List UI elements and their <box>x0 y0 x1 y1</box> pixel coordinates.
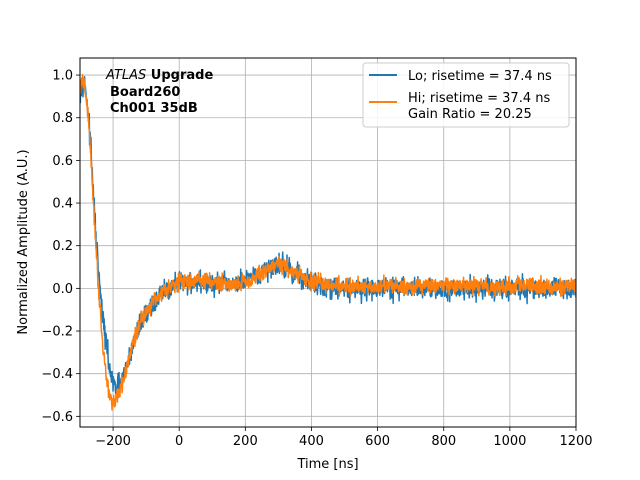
annotation-upgrade: Upgrade <box>146 68 213 83</box>
legend-frame <box>362 62 570 128</box>
series-hi-line <box>80 74 576 411</box>
annotation: ATLAS Upgrade Board260 Ch001 35dB <box>105 68 213 116</box>
annotation-line3: Ch001 35dB <box>110 101 198 116</box>
legend: Lo; risetime = 37.4 ns Hi; risetime = 37… <box>362 62 570 128</box>
x-tick-label: 800 <box>431 434 456 449</box>
legend-label-lo: Lo; risetime = 37.4 ns <box>408 69 552 84</box>
y-tick-label: 0.6 <box>52 154 73 169</box>
annotation-line1: ATLAS Upgrade <box>105 68 213 83</box>
y-tick-label: −0.4 <box>41 367 73 382</box>
x-axis-label: Time [ns] <box>296 457 358 472</box>
x-tick-label: 400 <box>299 434 324 449</box>
x-tick-label: 1000 <box>493 434 526 449</box>
y-tick-label: 0.4 <box>52 197 73 212</box>
y-tick-label: −0.6 <box>41 410 73 425</box>
x-tick-label: 200 <box>233 434 258 449</box>
legend-label-hi-line1: Hi; risetime = 37.4 ns <box>408 91 550 106</box>
x-tick-label: −200 <box>95 434 131 449</box>
x-tick-label: 600 <box>365 434 390 449</box>
annotation-line2: Board260 <box>110 85 180 100</box>
annotation-atlas: ATLAS <box>105 68 146 83</box>
y-tick-label: 0.8 <box>52 111 73 126</box>
y-tick-label: 1.0 <box>52 69 73 84</box>
plot-frame <box>79 57 577 428</box>
x-tick-label: 1200 <box>559 434 592 449</box>
y-tick-label: 0.0 <box>52 282 73 297</box>
y-tick-label: 0.2 <box>52 239 73 254</box>
y-tick-label: −0.2 <box>41 325 73 340</box>
x-tick-label: 0 <box>175 434 183 449</box>
series-layer <box>80 74 576 411</box>
legend-label-hi: Hi; risetime = 37.4 ns Gain Ratio = 20.2… <box>408 91 554 122</box>
legend-label-hi-line2: Gain Ratio = 20.25 <box>408 107 532 122</box>
ticks: −200 0 200 400 600 800 1000 1200 −0.6 −0.4 −0.2 0.0… <box>41 69 592 449</box>
y-axis-label: Normalized Amplitude (A.U.) <box>16 149 31 334</box>
